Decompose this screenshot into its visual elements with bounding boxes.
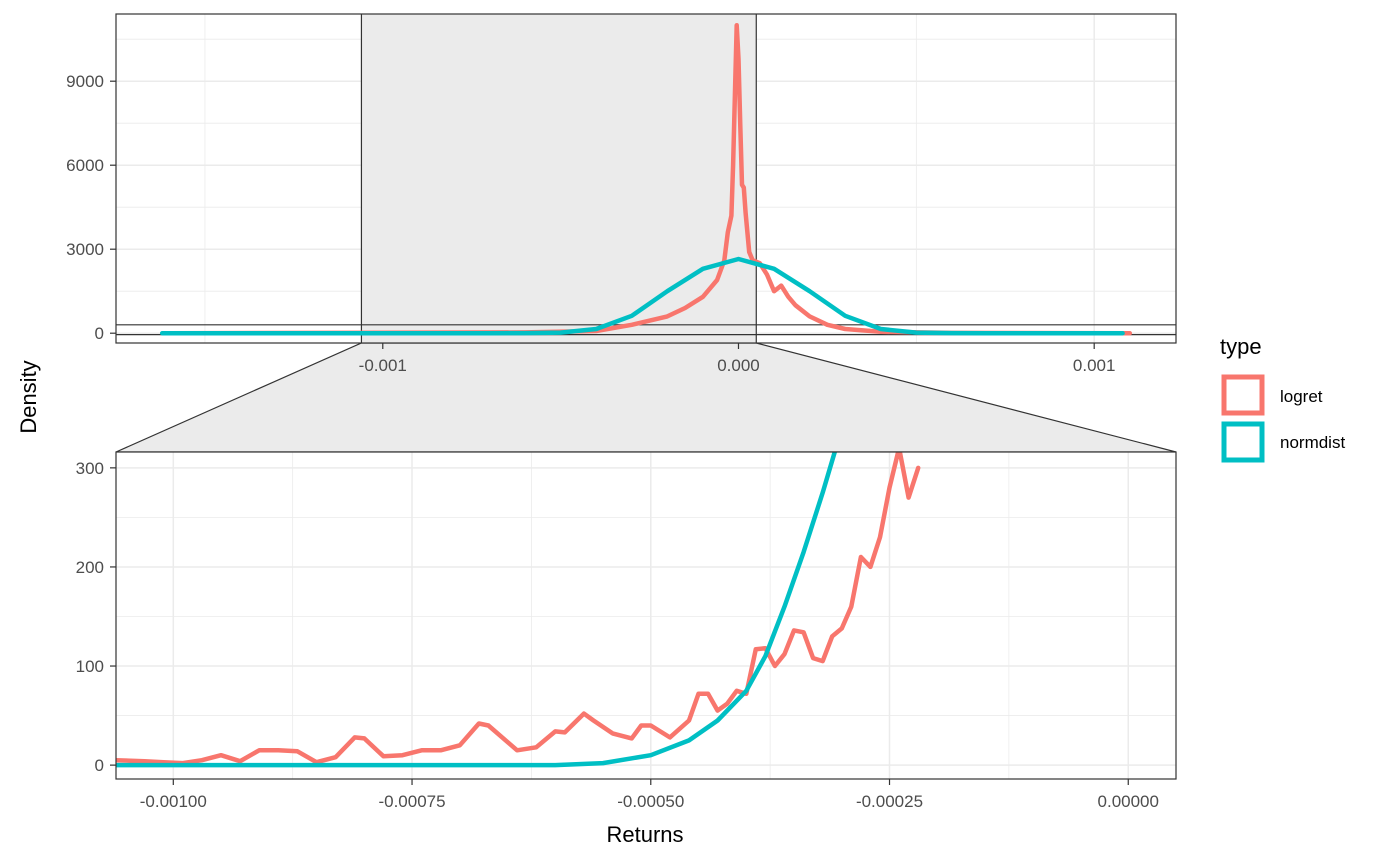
zoom-region-highlight — [361, 14, 757, 343]
y-tick-label: 3000 — [66, 240, 104, 259]
x-axis-title: Returns — [606, 822, 683, 847]
y-tick-label: 6000 — [66, 156, 104, 175]
y-tick-label: 200 — [76, 558, 104, 577]
x-tick-label: -0.00100 — [140, 792, 207, 811]
y-tick-label: 0 — [95, 324, 104, 343]
legend: type logret normdist — [1220, 334, 1345, 463]
x-tick-label: -0.001 — [359, 356, 407, 375]
x-tick-label: -0.00050 — [617, 792, 684, 811]
zoom-y-axis: 0 100 200 300 — [76, 459, 116, 775]
series-line-logret — [116, 452, 921, 766]
overview-x-axis: -0.001 0.000 0.001 — [359, 343, 1116, 375]
y-tick-label: 9000 — [66, 72, 104, 91]
overview-series — [159, 22, 1133, 336]
zoom-panel-border — [115, 451, 1177, 780]
y-tick-label: 0 — [95, 756, 104, 775]
y-tick-label: 300 — [76, 459, 104, 478]
zoom-series — [116, 452, 921, 768]
zoom-connector — [115, 342, 1177, 453]
x-tick-label: 0.001 — [1073, 356, 1116, 375]
series-line-normdist — [116, 452, 838, 768]
x-tick-label: 0.000 — [717, 356, 760, 375]
zoom-x-axis: -0.00100 -0.00075 -0.00050 -0.00025 0.00000 — [140, 779, 1159, 811]
overview-panel-border — [115, 13, 1177, 344]
zoom-panel: -0.00100 -0.00075 -0.00050 -0.00025 0.00000 … — [76, 451, 1177, 811]
legend-key-logret — [1221, 374, 1265, 416]
legend-label-normdist: normdist — [1280, 433, 1345, 452]
legend-key-normdist — [1221, 421, 1265, 463]
zoom-gridlines — [116, 452, 1176, 779]
overview-panel: -0.001 0.000 0.001 0 3000 6000 9000 — [66, 13, 1177, 375]
legend-title: type — [1220, 334, 1262, 359]
series-line-normdist — [159, 256, 1125, 336]
y-tick-label: 100 — [76, 657, 104, 676]
y-axis-title: Density — [16, 360, 41, 433]
overview-y-axis: 0 3000 6000 9000 — [66, 72, 116, 343]
zoom-panel-background — [116, 452, 1176, 779]
legend-label-logret: logret — [1280, 387, 1323, 406]
x-tick-label: 0.00000 — [1098, 792, 1159, 811]
x-tick-label: -0.00075 — [378, 792, 445, 811]
series-line-logret — [167, 22, 1133, 336]
x-tick-label: -0.00025 — [856, 792, 923, 811]
